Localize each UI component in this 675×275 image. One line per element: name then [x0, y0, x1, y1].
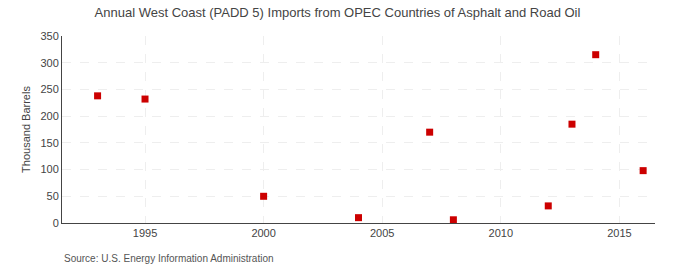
svg-text:2005: 2005: [370, 227, 394, 239]
svg-text:Annual West Coast (PADD 5) Imp: Annual West Coast (PADD 5) Imports from …: [95, 5, 581, 20]
svg-text:2010: 2010: [489, 227, 513, 239]
svg-text:100: 100: [40, 163, 58, 175]
svg-text:250: 250: [40, 83, 58, 95]
svg-text:2000: 2000: [251, 227, 275, 239]
svg-text:Thousand Barrels: Thousand Barrels: [20, 86, 32, 173]
svg-text:2015: 2015: [607, 227, 631, 239]
svg-text:Source: U.S. Energy Informatio: Source: U.S. Energy Information Administ…: [64, 253, 274, 264]
svg-text:350: 350: [40, 30, 58, 42]
svg-text:1995: 1995: [133, 227, 157, 239]
svg-text:150: 150: [40, 137, 58, 149]
svg-text:0: 0: [53, 217, 59, 229]
svg-text:200: 200: [40, 110, 58, 122]
svg-text:50: 50: [47, 190, 59, 202]
svg-text:300: 300: [40, 57, 58, 69]
